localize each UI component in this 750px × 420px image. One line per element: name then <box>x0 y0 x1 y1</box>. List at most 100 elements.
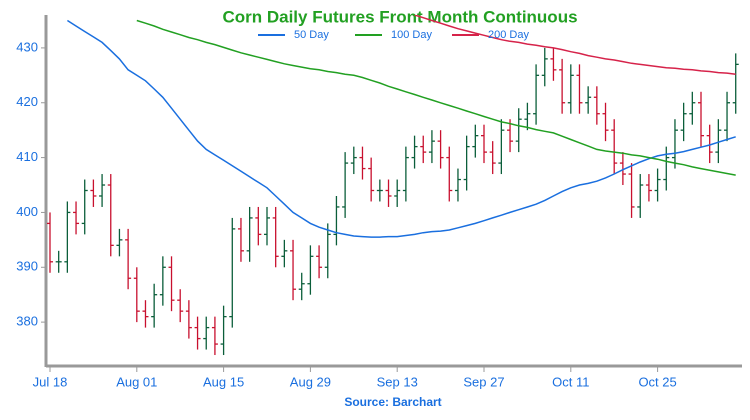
ohlc-bar <box>724 91 731 142</box>
ohlc-bar <box>350 146 357 175</box>
ohlc-bar <box>507 119 514 153</box>
ohlc-bar <box>585 86 592 114</box>
ohlc-bar <box>246 206 253 262</box>
ohlc-bar <box>368 157 375 202</box>
ohlc-bar <box>533 64 540 125</box>
ohlc-bar <box>472 124 479 158</box>
ohlc-bar <box>99 174 106 207</box>
ohlc-bar <box>550 47 557 81</box>
ohlc-bar <box>602 102 609 142</box>
ma-line <box>136 19 736 176</box>
y-tick-label: 380 <box>16 314 38 329</box>
ohlc-bar <box>255 206 262 246</box>
ohlc-bar <box>663 146 670 191</box>
ohlc-bar <box>324 223 331 279</box>
ohlc-bar <box>272 206 279 268</box>
y-tick-label: 420 <box>16 94 38 109</box>
ohlc-bar <box>428 130 435 164</box>
ohlc-bar <box>593 86 600 125</box>
ohlc-bar <box>637 174 644 218</box>
ohlc-bar <box>333 195 340 246</box>
ohlc-bar <box>342 152 349 218</box>
ohlc-bar <box>211 316 218 356</box>
ohlc-bar <box>290 239 297 301</box>
ohlc-bar <box>90 179 97 207</box>
source: Source: Barchart <box>344 395 441 409</box>
x-tick-label: Jul 18 <box>33 374 68 389</box>
ohlc-bar <box>81 179 88 235</box>
ohlc-bar <box>437 130 444 169</box>
ohlc-bar <box>73 201 80 235</box>
x-tick-label: Oct 25 <box>638 374 676 389</box>
ohlc-bar <box>177 289 184 323</box>
x-tick-label: Oct 11 <box>552 374 589 389</box>
ohlc-bar <box>576 64 583 114</box>
plot-area <box>47 15 739 356</box>
x-tick-label: Aug 29 <box>290 374 331 389</box>
ohlc-bar <box>489 141 496 175</box>
ohlc-bar <box>194 316 201 350</box>
ohlc-bar <box>628 163 635 218</box>
ohlc-bar <box>619 152 626 186</box>
ohlc-bar <box>376 179 383 202</box>
ohlc-bar <box>203 316 210 350</box>
ohlc-bar <box>611 119 618 175</box>
x-tick-label: Sep 13 <box>377 374 418 389</box>
ohlc-bar <box>411 135 418 169</box>
ma-line <box>66 19 736 238</box>
ohlc-bar <box>125 228 132 290</box>
ohlc-bar <box>394 179 401 207</box>
ohlc-bar <box>220 305 227 356</box>
ohlc-bar <box>107 174 114 257</box>
legend-label: 100 Day <box>391 29 432 41</box>
ohlc-bar <box>316 245 323 279</box>
ohlc-bar <box>732 53 739 114</box>
ohlc-bar <box>229 217 236 328</box>
ohlc-bar <box>524 102 531 131</box>
ohlc-bar <box>645 174 652 202</box>
ohlc-bar <box>498 119 505 175</box>
ohlc-bar <box>446 146 453 202</box>
x-tick-label: Sep 27 <box>463 374 504 389</box>
ohlc-bar <box>151 283 158 328</box>
ohlc-bar <box>680 102 687 142</box>
ohlc-bar <box>159 256 166 306</box>
ma-line <box>414 15 736 75</box>
ohlc-bar <box>281 239 288 268</box>
ohlc-bar <box>47 212 53 273</box>
ohlc-bar <box>689 91 696 125</box>
ohlc-bar <box>307 245 314 295</box>
ohlc-bar <box>64 201 71 273</box>
ohlc-bar <box>237 217 244 262</box>
y-tick-label: 430 <box>16 39 38 54</box>
ohlc-bar <box>715 119 722 164</box>
chart-title: Corn Daily Futures Front Month Continuou… <box>222 7 577 26</box>
legend-label: 200 Day <box>488 29 529 41</box>
legend-label: 50 Day <box>294 29 329 41</box>
ohlc-bar <box>654 168 661 202</box>
ohlc-bar <box>541 47 548 87</box>
ohlc-bar <box>481 124 487 164</box>
ohlc-bar <box>454 168 461 202</box>
ohlc-bar <box>671 119 678 169</box>
ohlc-bar <box>402 146 409 202</box>
ohlc-bar <box>185 300 192 339</box>
ohlc-bar <box>698 91 704 147</box>
ohlc-bar <box>706 124 713 164</box>
ohlc-bar <box>264 206 270 246</box>
y-tick-label: 400 <box>16 204 38 219</box>
x-tick-label: Aug 01 <box>116 374 157 389</box>
ohlc-bar <box>463 135 470 191</box>
ohlc-bar <box>559 58 566 114</box>
x-tick-label: Aug 15 <box>203 374 244 389</box>
ohlc-bar <box>133 267 140 323</box>
ohlc-bar <box>567 64 574 114</box>
ohlc-bar <box>515 108 522 153</box>
ohlc-bar <box>116 228 123 257</box>
ohlc-bar <box>420 135 427 164</box>
y-tick-label: 390 <box>16 259 38 274</box>
ohlc-bar <box>142 300 149 328</box>
ohlc-bar <box>55 250 62 273</box>
y-tick-label: 410 <box>16 149 38 164</box>
